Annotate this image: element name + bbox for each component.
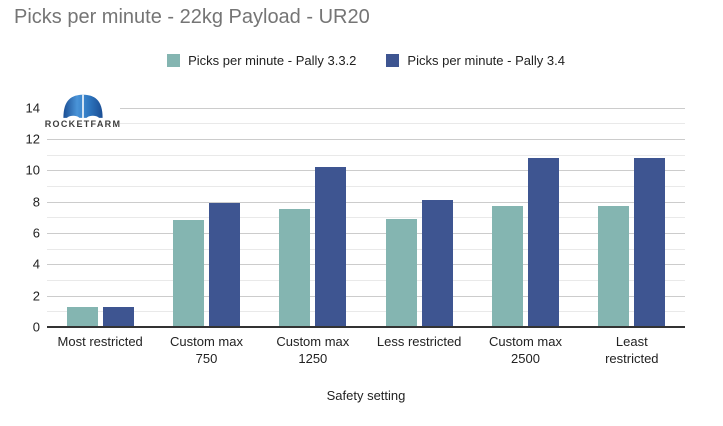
x-axis-labels: Most restricted Custom max 750 Custom max 12…: [47, 333, 685, 367]
bar-group: [366, 95, 472, 327]
bars-layer: [47, 95, 685, 327]
legend-label-pally-332: Picks per minute - Pally 3.3.2: [188, 52, 357, 68]
gridline: [47, 232, 685, 234]
parachute-icon: [63, 94, 103, 119]
y-tick-label: 10: [25, 162, 40, 178]
bar-group: [47, 95, 153, 327]
bar[interactable]: [315, 167, 347, 327]
x-category-label: Least restricted: [605, 334, 659, 366]
gridline: [47, 201, 685, 203]
x-category-label: Custom max 750: [170, 334, 243, 366]
legend-label-pally-34: Picks per minute - Pally 3.4: [407, 52, 565, 68]
gridline: [47, 107, 685, 109]
gridline: [47, 248, 685, 250]
rocketfarm-logo: ROCKETFARM: [44, 91, 122, 131]
legend-swatch-pally-34: [386, 53, 400, 67]
x-category-label: Less restricted: [376, 334, 462, 349]
bar-group: [153, 95, 259, 327]
y-tick-label: 0: [32, 319, 40, 335]
gridline: [47, 217, 685, 219]
bar-group: [472, 95, 578, 327]
gridline: [47, 185, 685, 187]
y-tick-label: 2: [32, 288, 40, 304]
gridlines: [47, 95, 685, 327]
bar[interactable]: [527, 157, 559, 327]
gridline: [47, 123, 685, 125]
y-tick-label: 8: [32, 194, 40, 210]
bar[interactable]: [421, 200, 453, 327]
y-tick-label: 12: [25, 131, 40, 147]
gridline: [47, 154, 685, 156]
y-tick-label: 14: [25, 100, 40, 116]
bar[interactable]: [491, 206, 523, 327]
gridline: [47, 311, 685, 313]
bar[interactable]: [208, 203, 240, 327]
bar[interactable]: [385, 218, 417, 327]
x-category-label: Custom max 2500: [488, 334, 562, 366]
x-axis-title: Safety setting: [326, 388, 406, 403]
legend: Picks per minute - Pally 3.3.2 Picks per…: [47, 50, 685, 70]
bar[interactable]: [172, 220, 204, 327]
gridline: [47, 295, 685, 297]
bar[interactable]: [102, 306, 134, 327]
legend-swatch-pally-332: [167, 53, 181, 67]
y-tick-label: 6: [32, 225, 40, 241]
x-category-label: Custom max 1250: [276, 334, 350, 366]
gridline: [47, 264, 685, 266]
bar[interactable]: [279, 209, 311, 327]
y-axis-labels: 0 2 4 6 8 10 12 14: [0, 95, 40, 334]
x-category-label: Most restricted: [57, 334, 143, 349]
bar[interactable]: [634, 157, 666, 327]
gridline: [47, 138, 685, 140]
x-axis-line: [47, 326, 685, 328]
bar[interactable]: [66, 306, 98, 327]
legend-item-pally-332[interactable]: Picks per minute - Pally 3.3.2: [167, 53, 356, 68]
bar-group: [579, 95, 685, 327]
bar[interactable]: [598, 206, 630, 327]
rocketfarm-logo-text: ROCKETFARM: [44, 119, 122, 129]
gridline: [47, 279, 685, 281]
plot-area: ROCKETFARM: [45, 91, 685, 328]
legend-item-pally-34[interactable]: Picks per minute - Pally 3.4: [386, 53, 565, 68]
chart-title: Picks per minute - 22kg Payload - UR20: [14, 6, 370, 28]
y-tick-label: 4: [32, 256, 40, 272]
bar-group: [260, 95, 366, 327]
gridline: [47, 170, 685, 172]
